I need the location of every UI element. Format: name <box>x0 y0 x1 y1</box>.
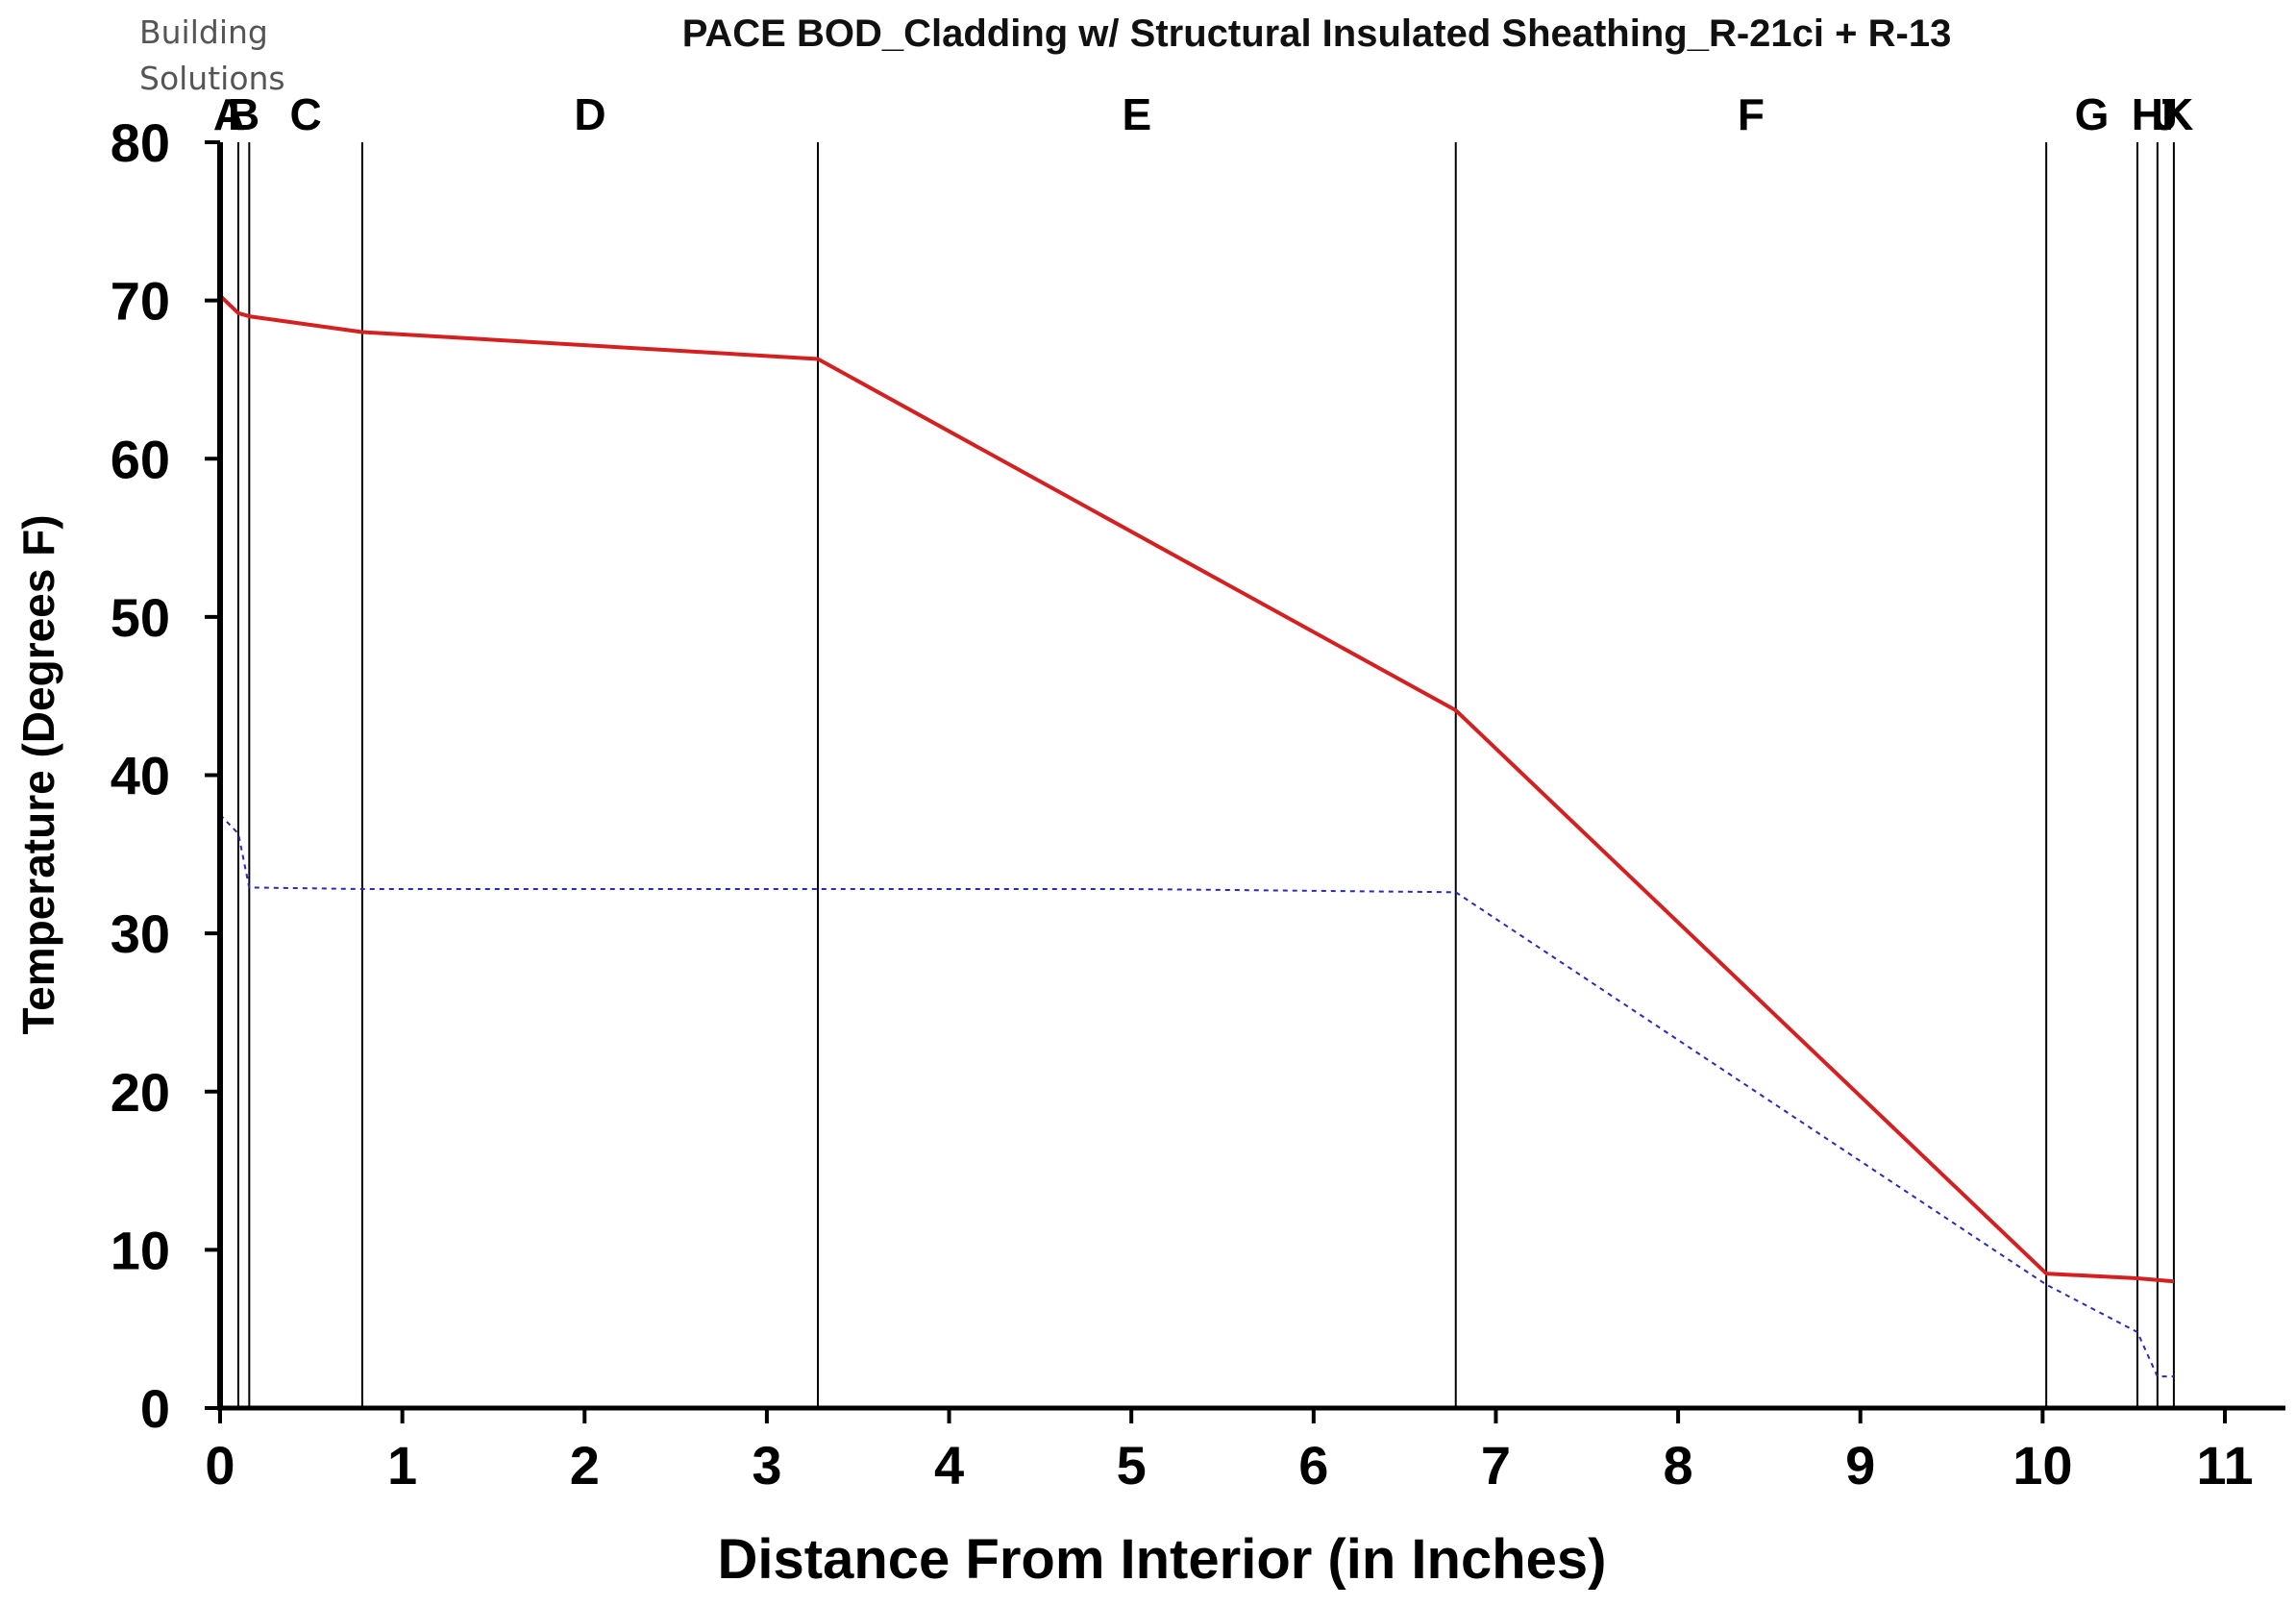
layer-label: E <box>1123 89 1152 139</box>
y-tick-label: 0 <box>140 1378 170 1439</box>
y-tick-label: 50 <box>111 587 170 648</box>
temperature-series-line <box>218 294 2175 1284</box>
logo-line-1: Building <box>139 13 268 51</box>
x-tick-label: 0 <box>205 1435 235 1496</box>
x-tick-label: 7 <box>1481 1435 1511 1496</box>
y-axis-label: Temperature (Degrees F) <box>13 514 63 1034</box>
x-tick-label: 11 <box>2196 1435 2253 1496</box>
y-tick-label: 40 <box>111 746 170 806</box>
series <box>218 294 2175 1378</box>
y-tick-label: 60 <box>111 429 170 489</box>
x-tick-label: 6 <box>1298 1435 1328 1496</box>
layer-labels: AB C D E F G HJK <box>213 89 2193 139</box>
x-tick-label: 4 <box>934 1435 964 1496</box>
y-tick-label: 20 <box>111 1062 170 1123</box>
dew-point-series-line <box>219 814 2174 1378</box>
layer-label: J <box>2154 89 2179 139</box>
layer-label: A <box>213 89 245 139</box>
x-tick-label: 9 <box>1845 1435 1875 1496</box>
y-tick-label: 30 <box>111 903 170 964</box>
x-tick-label: 1 <box>387 1435 417 1496</box>
layer-label: G <box>2075 89 2110 139</box>
layer-boundaries <box>236 142 2175 1408</box>
y-tick-label: 70 <box>111 271 170 332</box>
chart-title: PACE BOD_Cladding w/ Structural Insulate… <box>682 12 1952 55</box>
x-tick-label: 8 <box>1664 1435 1693 1496</box>
x-tick-label: 2 <box>570 1435 600 1496</box>
y-tick-label: 80 <box>111 112 170 173</box>
x-ticks: 0 1 2 3 4 5 6 7 8 9 10 11 <box>205 1408 2254 1496</box>
layer-label: B <box>228 89 259 139</box>
logo-line-2: Solutions <box>139 60 285 97</box>
layer-label: C <box>290 89 322 139</box>
y-ticks: 0 10 20 30 40 50 60 70 80 <box>111 112 220 1439</box>
axes <box>217 142 2285 1411</box>
y-tick-label: 10 <box>111 1220 170 1280</box>
layer-label: D <box>574 89 605 139</box>
layer-label: F <box>1738 89 1765 139</box>
layer-label: K <box>2161 89 2193 139</box>
x-tick-label: 3 <box>752 1435 781 1496</box>
layer-label: H <box>2132 89 2163 139</box>
x-tick-label: 10 <box>2012 1435 2072 1496</box>
x-axis-label: Distance From Interior (in Inches) <box>718 1528 1607 1591</box>
x-tick-label: 5 <box>1117 1435 1147 1496</box>
